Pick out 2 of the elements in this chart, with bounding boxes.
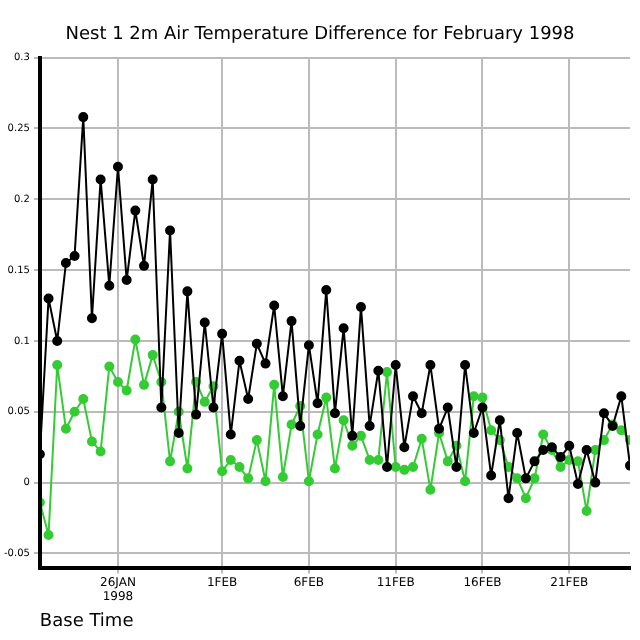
x-axis-title: Base Time bbox=[39, 611, 135, 632]
chart-title: Nest 1 2m Air Temperature Difference for February 1998 bbox=[65, 25, 576, 46]
